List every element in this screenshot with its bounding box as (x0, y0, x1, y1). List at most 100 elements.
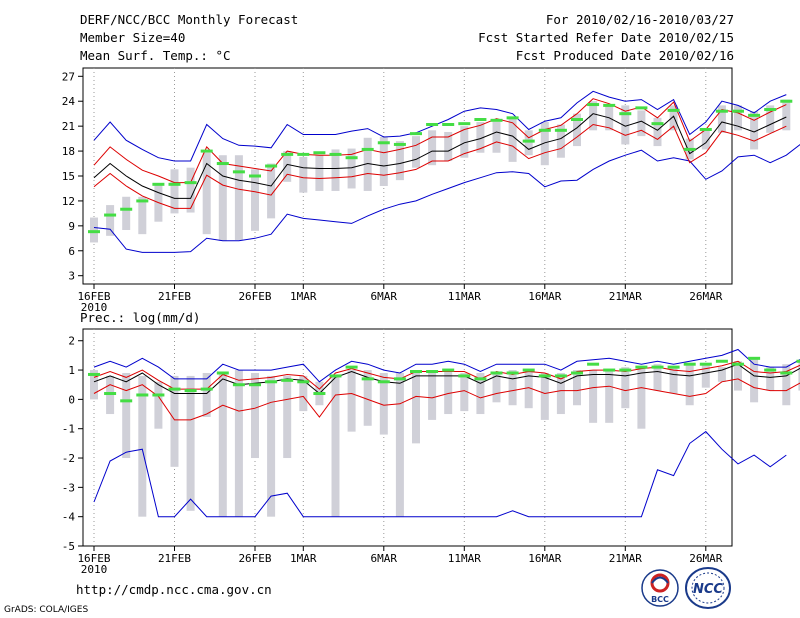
ensemble-bar (782, 364, 791, 406)
x-tick-label: 21MAR (609, 552, 642, 565)
observed-marker (136, 393, 149, 397)
precip-panel-title: Prec.: log(mm/d) (80, 310, 200, 325)
x-tick-label: 11MAR (448, 552, 481, 565)
ensemble-bar (202, 372, 211, 417)
observed-marker (410, 370, 422, 374)
ensemble-bar (444, 370, 453, 415)
ensemble-bar (170, 375, 179, 467)
ensemble-bar (379, 372, 388, 435)
y-tick-label: 18 (62, 145, 75, 158)
ensemble-bar (347, 148, 356, 189)
ensemble-bar (379, 136, 388, 186)
upper-outer-line (93, 90, 787, 162)
source-url[interactable]: http://cmdp.ncc.cma.gov.cn (76, 582, 272, 597)
ensemble-bar (766, 105, 775, 133)
ensemble-range-bars (90, 358, 800, 517)
ensemble-bar (122, 372, 131, 459)
ensemble-bar (154, 381, 163, 429)
ensemble-bar (138, 375, 147, 517)
observed-marker (152, 182, 165, 186)
lower-inner-line (93, 123, 787, 209)
y-tick-label: 9 (68, 220, 75, 233)
ensemble-bar (508, 117, 517, 162)
observed-marker (603, 103, 616, 107)
observed-marker (104, 213, 117, 217)
x-tick-label: 11MAR (448, 290, 481, 303)
observed-marker (297, 380, 310, 384)
observed-marker (184, 389, 197, 393)
y-tick-label: 3 (68, 270, 75, 283)
observed-marker (732, 362, 744, 366)
ensemble-bar (621, 367, 630, 409)
ensemble-bar (701, 130, 710, 150)
ensemble-bar (492, 372, 501, 403)
ensemble-bar (798, 361, 800, 391)
ensemble-bar (412, 370, 420, 444)
observed-marker (780, 99, 793, 103)
ensemble-bar (766, 367, 775, 391)
observed-marker (329, 374, 342, 378)
observed-marker (168, 387, 181, 391)
ensemble-bar (315, 155, 324, 191)
ensemble-bar (267, 375, 276, 517)
ensemble-range-bars (90, 99, 791, 243)
bcc-logo-icon: BCC (641, 569, 679, 607)
observed-marker (522, 368, 535, 372)
observed-marker (780, 371, 793, 375)
variable-label: Mean Surf. Temp.: °C (80, 48, 231, 63)
ensemble-bar (202, 152, 211, 235)
observed-marker (249, 174, 261, 178)
observed-marker (216, 371, 229, 375)
ensemble-bar (717, 105, 726, 133)
observed-marker (522, 139, 535, 143)
y-tick-label: -5 (62, 540, 75, 553)
observed-marker (748, 113, 761, 117)
observed-marker (168, 182, 181, 186)
ensemble-bar (234, 370, 243, 517)
ensemble-bar (363, 370, 372, 426)
observed-marker (603, 368, 616, 372)
observed-marker (442, 122, 455, 126)
observed-marker (683, 362, 696, 366)
ensemble-bar (669, 105, 678, 131)
observed-marker (699, 127, 712, 131)
ensemble-bar (186, 167, 195, 213)
observed-marker (458, 374, 471, 378)
x-tick-label: 6MAR (371, 552, 398, 565)
ensemble-bar (556, 372, 565, 415)
observed-marker (152, 393, 165, 397)
observed-marker (410, 132, 422, 136)
observed-marker (506, 116, 519, 120)
ensemble-bar (669, 367, 678, 394)
ensemble-bar (589, 370, 598, 423)
ensemble-bar (637, 110, 646, 137)
observed-marker (667, 365, 680, 369)
observed-marker (474, 377, 487, 381)
observed-marker (200, 387, 213, 391)
observed-marker (715, 109, 728, 113)
ensemble-bar (395, 372, 404, 517)
observed-marker (313, 151, 326, 155)
observed-marker (764, 108, 777, 112)
ensemble-bar (701, 364, 710, 388)
x-tick-label: 26MAR (689, 552, 722, 565)
ensemble-bar (283, 375, 292, 459)
y-tick-label: 27 (62, 70, 75, 83)
observed-marker (667, 108, 680, 112)
ensemble-bar (540, 122, 549, 166)
upper-inner-line (93, 98, 787, 184)
observed-marker (88, 372, 100, 376)
ensemble-bar (573, 370, 581, 406)
x-tick-label: 21MAR (609, 290, 642, 303)
temperature-panel: 3 6 9 12 15 18 21 24 27 16FEB 21FEB 26FEB 1MAR 6MAR 11… (62, 67, 800, 314)
ensemble-bar (621, 105, 630, 145)
ensemble-bar (717, 367, 726, 382)
chart-title: DERF/NCC/BCC Monthly Forecast (80, 12, 299, 27)
x-tick-label: 21FEB (158, 552, 191, 565)
ensemble-bar (605, 370, 614, 423)
observed-marker (120, 399, 133, 403)
ensemble-bar (685, 364, 694, 406)
ensemble-bar (428, 370, 437, 420)
ensemble-bar (138, 196, 147, 235)
